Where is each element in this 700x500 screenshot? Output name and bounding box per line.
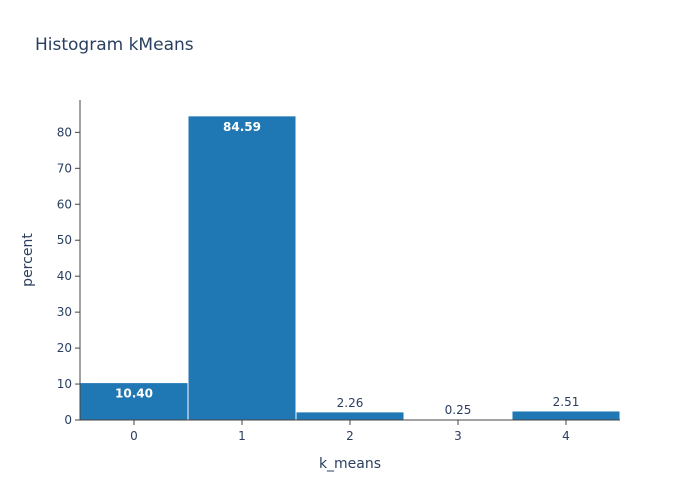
bar-1 bbox=[187, 115, 297, 421]
y-tick-label-70: 70 bbox=[57, 161, 72, 175]
bar-4 bbox=[511, 410, 621, 421]
bar-labels-group: 10.40 84.59 2.26 0.25 2.51 bbox=[115, 120, 579, 417]
y-tick-label-30: 30 bbox=[57, 305, 72, 319]
bars-group bbox=[79, 115, 621, 421]
bar-value-label-3: 0.25 bbox=[445, 403, 472, 417]
x-tick-label-0: 0 bbox=[130, 429, 138, 443]
y-axis-title: percent bbox=[20, 233, 36, 287]
y-tick-label-60: 60 bbox=[57, 197, 72, 211]
bar-2 bbox=[295, 411, 405, 421]
bar-0 bbox=[79, 382, 189, 421]
y-axis: 0 10 20 30 40 50 60 70 80 bbox=[57, 100, 81, 427]
x-tick-label-1: 1 bbox=[238, 429, 246, 443]
x-tick-label-4: 4 bbox=[562, 429, 570, 443]
x-tick-label-3: 3 bbox=[454, 429, 462, 443]
bar-value-label-4: 2.51 bbox=[553, 395, 580, 409]
y-tick-label-10: 10 bbox=[57, 377, 72, 391]
y-tick-label-80: 80 bbox=[57, 125, 72, 139]
bar-value-label-0: 10.40 bbox=[115, 387, 153, 401]
x-axis-title: k_means bbox=[319, 456, 381, 472]
y-tick-label-0: 0 bbox=[64, 413, 72, 427]
y-tick-label-50: 50 bbox=[57, 233, 72, 247]
chart-title: Histogram kMeans bbox=[35, 35, 194, 55]
x-axis: 0 1 2 3 4 bbox=[80, 419, 620, 443]
x-tick-label-2: 2 bbox=[346, 429, 354, 443]
y-tick-label-40: 40 bbox=[57, 269, 72, 283]
bar-value-label-1: 84.59 bbox=[223, 120, 261, 134]
y-tick-label-20: 20 bbox=[57, 341, 72, 355]
bar-value-label-2: 2.26 bbox=[337, 396, 364, 410]
